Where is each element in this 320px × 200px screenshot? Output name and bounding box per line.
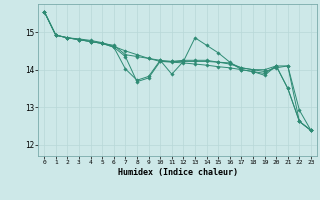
X-axis label: Humidex (Indice chaleur): Humidex (Indice chaleur) — [118, 168, 238, 177]
